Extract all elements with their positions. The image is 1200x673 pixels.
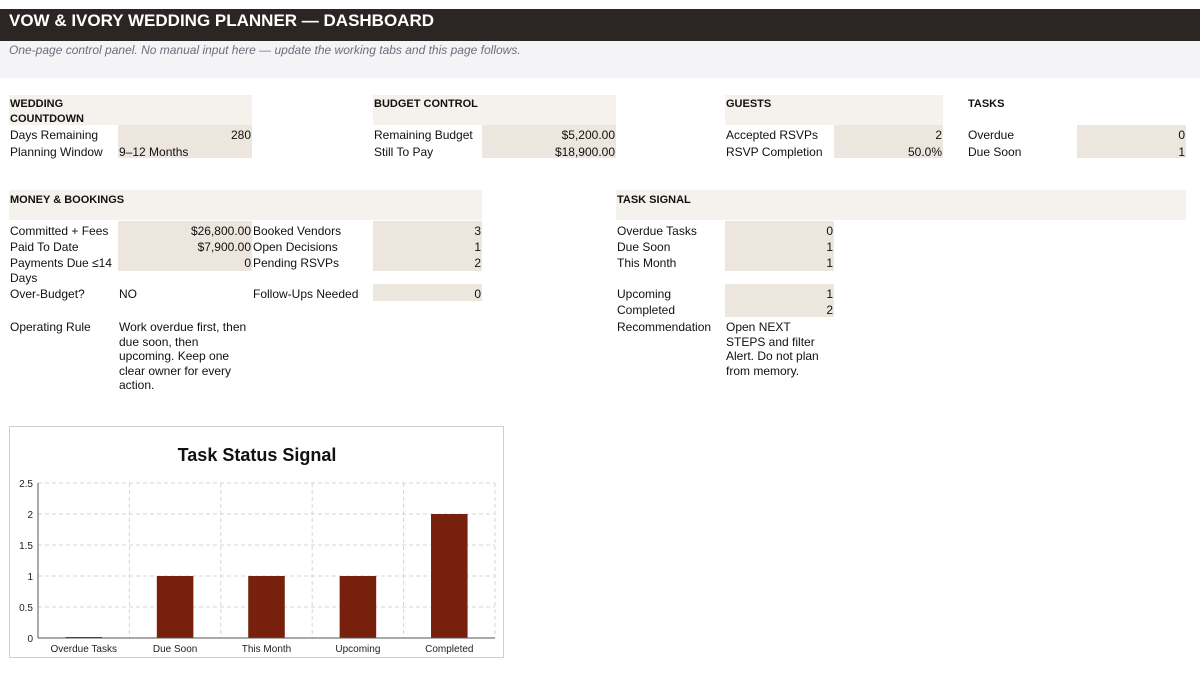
recommendation-label: Recommendation [617, 320, 712, 334]
rsvp-completion-label: RSVP Completion [726, 145, 823, 159]
signal-value-box-top [725, 221, 834, 271]
booked-vendors-label: Booked Vendors [253, 224, 342, 238]
chart-bar[interactable] [248, 576, 285, 638]
paid-to-date-value[interactable]: $7,900.00 [197, 240, 251, 254]
tasks-overdue-label: Overdue [968, 128, 1015, 142]
money-value-box [118, 221, 252, 271]
pending-rsvps-value[interactable]: 2 [474, 256, 481, 270]
countdown-value-box [118, 125, 252, 158]
guests-value-box [834, 125, 943, 158]
signal-overdue-value[interactable]: 0 [826, 224, 833, 238]
payments-due-label-line1: Payments Due ≤14 [10, 256, 112, 270]
countdown-heading-line2: COUNTDOWN [10, 113, 84, 125]
days-remaining-label: Days Remaining [10, 128, 99, 142]
recommendation-text: Open NEXT STEPS and filter Alert. Do not… [726, 320, 819, 378]
chart-bars [65, 514, 468, 638]
dashboard-subtitle: One-page control panel. No manual input … [9, 43, 521, 57]
bookings-value-box [373, 221, 482, 271]
chart-bar[interactable] [431, 514, 468, 638]
chart-x-axis: Overdue Tasks Due Soon This Month Upcoming C… [38, 637, 495, 655]
chart-xtick-label: This Month [242, 644, 291, 655]
budget-value-box [482, 125, 616, 158]
tasks-overdue-value[interactable]: 0 [1178, 128, 1185, 142]
chart-ytick-label: 0 [27, 634, 33, 645]
operating-rule-label: Operating Rule [10, 320, 91, 334]
signal-completed-label: Completed [617, 303, 676, 317]
chart-bar[interactable] [339, 576, 377, 638]
signal-this-month-value[interactable]: 1 [826, 256, 833, 270]
subtitle-band [0, 41, 1200, 78]
chart-y-axis: 0 0.5 1 1.5 2 2.5 [19, 479, 39, 645]
payments-due-label-line2: Days [10, 271, 38, 285]
open-decisions-label: Open Decisions [253, 240, 338, 254]
money-heading: MONEY & BOOKINGS [10, 194, 125, 206]
open-decisions-value[interactable]: 1 [474, 240, 481, 254]
signal-due-soon-value[interactable]: 1 [826, 240, 833, 254]
dashboard-title: VOW & IVORY WEDDING PLANNER — DASHBOARD [0, 9, 1200, 41]
accepted-rsvps-label: Accepted RSVPs [726, 128, 819, 142]
planning-window-value[interactable]: 9–12 Months [119, 145, 189, 159]
chart-title: Task Status Signal [178, 445, 337, 465]
money-header-band [9, 190, 482, 220]
tasks-due-soon-label: Due Soon [968, 145, 1022, 159]
budget-header-band [373, 95, 616, 125]
signal-upcoming-value[interactable]: 1 [826, 287, 833, 301]
chart-xtick-label: Completed [425, 644, 473, 655]
signal-completed-value[interactable]: 2 [826, 303, 833, 317]
booked-vendors-value[interactable]: 3 [474, 224, 481, 238]
chart-bar[interactable] [156, 576, 194, 638]
signal-this-month-label: This Month [617, 256, 677, 270]
over-budget-label: Over-Budget? [10, 287, 85, 301]
chart-ytick-label: 0.5 [19, 603, 33, 614]
remaining-budget-value[interactable]: $5,200.00 [561, 128, 615, 142]
payments-due-value[interactable]: 0 [244, 256, 251, 270]
committed-label: Committed + Fees [10, 224, 109, 238]
chart-ytick-label: 2.5 [19, 479, 33, 490]
followups-value[interactable]: 0 [474, 287, 481, 301]
signal-upcoming-label: Upcoming [617, 287, 672, 301]
committed-value[interactable]: $26,800.00 [190, 224, 251, 238]
planning-window-label: Planning Window [10, 145, 103, 159]
tasks-due-soon-value[interactable]: 1 [1178, 145, 1185, 159]
remaining-budget-label: Remaining Budget [374, 128, 473, 142]
chart-xtick-label: Upcoming [335, 644, 380, 655]
paid-to-date-label: Paid To Date [10, 240, 79, 254]
rsvp-completion-value[interactable]: 50.0% [907, 145, 942, 159]
days-remaining-value[interactable]: 280 [230, 128, 251, 142]
countdown-heading-line1: WEDDING [10, 98, 64, 110]
budget-heading: BUDGET CONTROL [374, 98, 478, 110]
chart-ytick-label: 1 [27, 572, 33, 583]
over-budget-value[interactable]: NO [119, 287, 137, 301]
guests-heading: GUESTS [726, 98, 772, 110]
chart-xtick-label: Overdue Tasks [50, 644, 117, 655]
operating-rule-text: Work overdue first, then due soon, then … [119, 320, 247, 392]
followups-label: Follow-Ups Needed [253, 287, 359, 301]
still-to-pay-label: Still To Pay [374, 145, 434, 159]
signal-overdue-label: Overdue Tasks [617, 224, 697, 238]
pending-rsvps-label: Pending RSVPs [253, 256, 340, 270]
still-to-pay-value[interactable]: $18,900.00 [554, 145, 615, 159]
task-status-chart[interactable]: Task Status Signal 0 0.5 1 1.5 2 2.5 Overdue … [9, 426, 504, 658]
signal-heading: TASK SIGNAL [617, 194, 691, 206]
accepted-rsvps-value[interactable]: 2 [935, 128, 942, 142]
chart-ytick-label: 2 [27, 510, 33, 521]
chart-ytick-label: 1.5 [19, 541, 33, 552]
tasks-value-box [1077, 125, 1186, 158]
chart-svg: Task Status Signal 0 0.5 1 1.5 2 2.5 Overdue … [19, 445, 496, 655]
chart-xtick-label: Due Soon [153, 644, 197, 655]
signal-header-band [616, 190, 1186, 220]
guests-header-band [725, 95, 943, 125]
countdown-header-band [9, 95, 252, 125]
followups-value-box [373, 284, 482, 301]
signal-value-box-bottom [725, 284, 834, 317]
signal-due-soon-label: Due Soon [617, 240, 671, 254]
tasks-heading: TASKS [968, 98, 1005, 110]
